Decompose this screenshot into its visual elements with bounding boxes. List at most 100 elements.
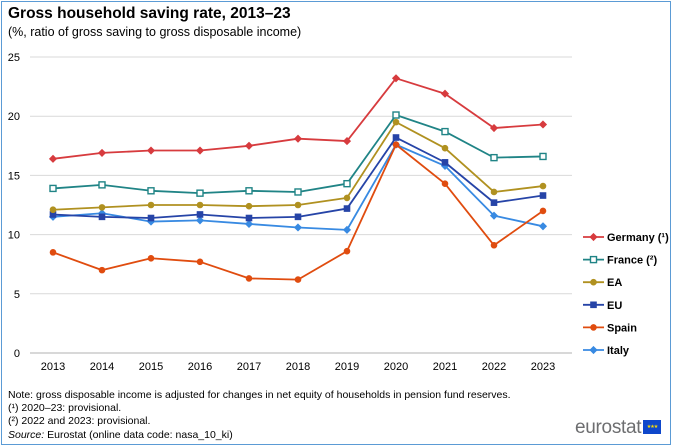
x-tick-label: 2017 — [237, 361, 261, 373]
data-point — [245, 202, 253, 210]
data-point — [195, 216, 205, 225]
data-point — [147, 187, 155, 195]
legend-marker — [589, 232, 598, 242]
x-tick-label: 2013 — [41, 361, 65, 373]
data-point — [392, 118, 400, 126]
data-point — [245, 275, 253, 282]
x-tick-label: 2018 — [286, 361, 310, 373]
legend-marker — [589, 345, 598, 355]
source-text: Eurostat (online data code: nasa_10_ki) — [44, 429, 233, 441]
data-point — [147, 254, 155, 262]
data-point — [391, 74, 401, 83]
y-tick-label: 20 — [8, 111, 20, 123]
y-tick-label: 0 — [14, 348, 20, 360]
data-point — [490, 188, 498, 196]
x-tick-label: 2014 — [90, 361, 114, 373]
source-line: Source: Eurostat (online data code: nasa… — [8, 429, 233, 441]
data-point — [294, 276, 302, 283]
source-label: Source: — [8, 429, 45, 441]
series-line — [52, 77, 544, 160]
legend-marker — [589, 255, 598, 264]
x-tick-label: 2021 — [433, 361, 457, 373]
x-tick-label: 2020 — [384, 361, 408, 373]
data-point — [196, 201, 204, 209]
legend-label: Germany (¹) — [607, 232, 669, 244]
data-point — [441, 180, 449, 187]
data-point — [147, 214, 155, 222]
data-point — [146, 146, 156, 155]
legend-label: Italy — [607, 345, 630, 357]
data-point — [538, 120, 548, 129]
footnote-1: (¹) 2020–23: provisional. — [8, 402, 122, 414]
data-point — [49, 206, 57, 214]
data-point — [343, 179, 351, 188]
y-tick-label: 15 — [8, 170, 20, 182]
data-point — [538, 222, 548, 231]
eurostat-logo: eurostat — [575, 417, 642, 438]
data-point — [293, 223, 303, 232]
chart-title: Gross household saving rate, 2013–23 — [8, 5, 291, 22]
y-tick-label: 5 — [14, 289, 20, 301]
legend-label: Spain — [607, 322, 637, 334]
data-point — [98, 181, 106, 189]
data-point — [48, 154, 58, 163]
legend-label: France (²) — [607, 255, 657, 267]
x-tick-label: 2016 — [188, 361, 212, 373]
data-point — [49, 184, 57, 193]
y-tick-label: 25 — [8, 52, 20, 64]
legend-marker — [590, 278, 597, 286]
data-point — [441, 127, 449, 136]
legend-marker — [590, 324, 597, 331]
data-point — [196, 211, 204, 218]
data-point — [539, 152, 547, 161]
data-point — [195, 146, 205, 155]
data-point — [343, 247, 351, 255]
data-point — [196, 189, 204, 197]
legend-label: EU — [607, 300, 622, 312]
data-point — [98, 204, 106, 211]
data-point — [490, 199, 498, 206]
data-point — [539, 192, 547, 199]
footnote-2: (²) 2022 and 2023: provisional. — [8, 415, 151, 427]
data-point — [342, 136, 352, 146]
chart-subtitle: (%, ratio of gross saving to gross dispo… — [8, 25, 302, 39]
data-point — [196, 258, 204, 266]
footnote-note: Note: gross disposable income is adjuste… — [8, 389, 511, 401]
data-point — [441, 144, 449, 152]
data-point — [489, 123, 499, 133]
data-point — [293, 134, 303, 143]
x-tick-label: 2022 — [482, 361, 506, 373]
data-point — [490, 241, 498, 249]
data-point — [244, 219, 254, 229]
data-point — [489, 211, 499, 220]
series-line — [52, 143, 544, 281]
data-point — [244, 141, 254, 150]
data-point — [392, 111, 400, 119]
data-point — [98, 266, 106, 274]
data-point — [440, 89, 450, 98]
y-tick-label: 10 — [8, 230, 20, 242]
data-point — [342, 225, 352, 234]
data-point — [539, 207, 547, 215]
data-point — [147, 201, 155, 209]
data-point — [98, 213, 106, 221]
legend-marker — [590, 301, 597, 309]
data-point — [294, 188, 302, 196]
data-point — [539, 182, 547, 190]
data-point — [245, 214, 253, 222]
data-point — [490, 153, 498, 162]
x-tick-label: 2019 — [335, 361, 359, 373]
eu-flag-icon: ★★★ — [643, 420, 661, 434]
data-point — [294, 213, 302, 221]
data-point — [49, 249, 57, 256]
data-point — [97, 148, 107, 157]
data-point — [392, 134, 400, 141]
legend-label: EA — [607, 277, 622, 289]
data-point — [343, 194, 351, 202]
data-point — [245, 187, 253, 195]
data-point — [392, 141, 400, 148]
data-point — [441, 159, 449, 166]
data-point — [294, 201, 302, 209]
